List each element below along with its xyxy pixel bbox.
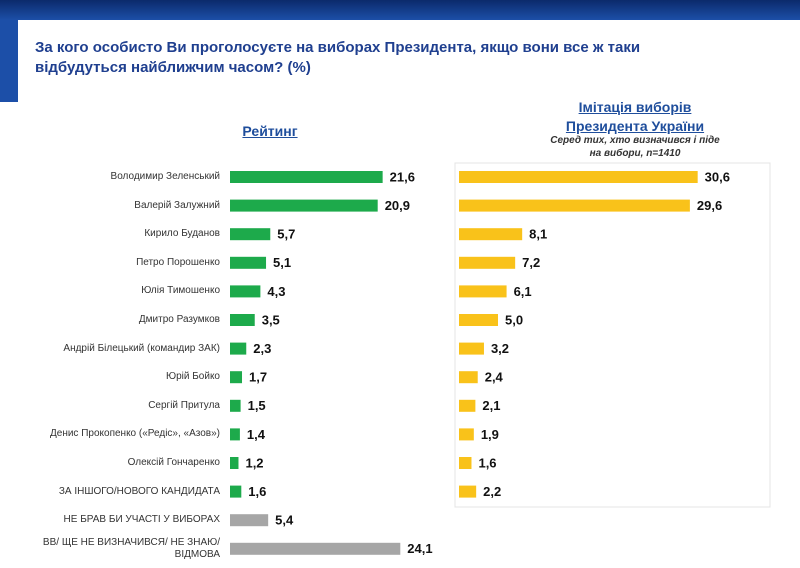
category-label: Дмитро Разумков <box>138 314 220 325</box>
bar <box>459 371 478 384</box>
value-label: 24,1 <box>407 541 432 556</box>
value-label: 7,2 <box>522 255 540 270</box>
value-label: 21,6 <box>390 169 415 184</box>
top-band <box>0 0 800 20</box>
value-label: 2,4 <box>485 370 504 385</box>
bar <box>459 485 477 498</box>
category-label: Кирило Буданов <box>144 228 220 240</box>
value-label: 1,5 <box>248 398 266 413</box>
bar <box>230 514 269 527</box>
category-label: Андрій Білецький (командир ЗАК) <box>63 342 220 354</box>
value-label: 3,2 <box>491 341 509 356</box>
category-label: Олексій Гончаренко <box>127 457 220 468</box>
bar <box>459 428 474 441</box>
value-label: 1,7 <box>249 370 267 385</box>
category-label: Сергій Притула <box>148 399 220 411</box>
value-label: 1,6 <box>248 484 266 499</box>
value-label: 2,1 <box>482 398 500 413</box>
page-title: За кого особисто Ви проголосуєте на вибо… <box>35 39 641 76</box>
value-label: 5,7 <box>277 227 295 242</box>
bar <box>230 485 242 498</box>
value-label: 1,9 <box>481 427 499 442</box>
chart-title: Рейтинг <box>242 123 298 139</box>
value-label: 8,1 <box>529 227 547 242</box>
bar <box>230 371 243 384</box>
value-label: 5,1 <box>273 255 291 270</box>
value-label: 1,6 <box>478 455 496 470</box>
value-label: 30,6 <box>705 169 730 184</box>
bar <box>230 342 247 355</box>
value-label: 3,5 <box>262 312 280 327</box>
bar <box>230 171 383 183</box>
side-band <box>0 20 18 102</box>
bar <box>230 256 267 269</box>
value-label: 2,3 <box>253 341 271 356</box>
value-label: 2,2 <box>483 484 501 499</box>
value-label: 5,4 <box>275 513 294 528</box>
bar <box>230 199 378 212</box>
bar <box>459 199 690 212</box>
bar <box>459 314 498 326</box>
bar <box>230 457 239 469</box>
category-label: НЕ БРАВ БИ УЧАСТІ У ВИБОРАХ <box>63 514 220 526</box>
bar <box>459 457 472 469</box>
value-label: 6,1 <box>514 284 532 299</box>
category-label: Валерій Залужний <box>134 199 220 211</box>
value-label: 4,3 <box>267 284 285 299</box>
category-label: Петро Порошенко <box>136 256 220 268</box>
bar <box>230 428 240 441</box>
bar <box>459 228 523 241</box>
bar <box>459 285 507 298</box>
category-label: Юрій Бойко <box>165 371 220 383</box>
bar <box>230 542 401 555</box>
category-label: Юлія Тимошенко <box>141 285 220 297</box>
category-label: ЗА ІНШОГО/НОВОГО КАНДИДАТА <box>58 485 220 497</box>
bar <box>459 256 516 269</box>
category-label: ВВ/ ЩЕ НЕ ВИЗНАЧИВСЯ/ НЕ ЗНАЮ/ ВІДМОВА <box>42 536 220 560</box>
bar <box>459 399 476 412</box>
bar <box>230 314 255 326</box>
chart-title: Імітація виборів Президента України <box>565 99 705 134</box>
category-label: Денис Прокопенко («Редіс», «Азов») <box>49 428 220 440</box>
chart-subtitle: Серед тих, хто визначився і піде на вибо… <box>550 135 720 159</box>
bar <box>459 171 698 183</box>
panel-border <box>454 162 771 508</box>
bar <box>459 342 484 355</box>
value-label: 5,0 <box>505 312 523 327</box>
value-label: 1,2 <box>245 455 263 470</box>
bar <box>230 228 271 241</box>
value-label: 1,4 <box>247 427 266 442</box>
value-label: 29,6 <box>697 198 722 213</box>
category-label: Володимир Зеленський <box>110 171 220 182</box>
bar <box>230 399 241 412</box>
bar <box>230 285 261 298</box>
value-label: 20,9 <box>385 198 410 213</box>
